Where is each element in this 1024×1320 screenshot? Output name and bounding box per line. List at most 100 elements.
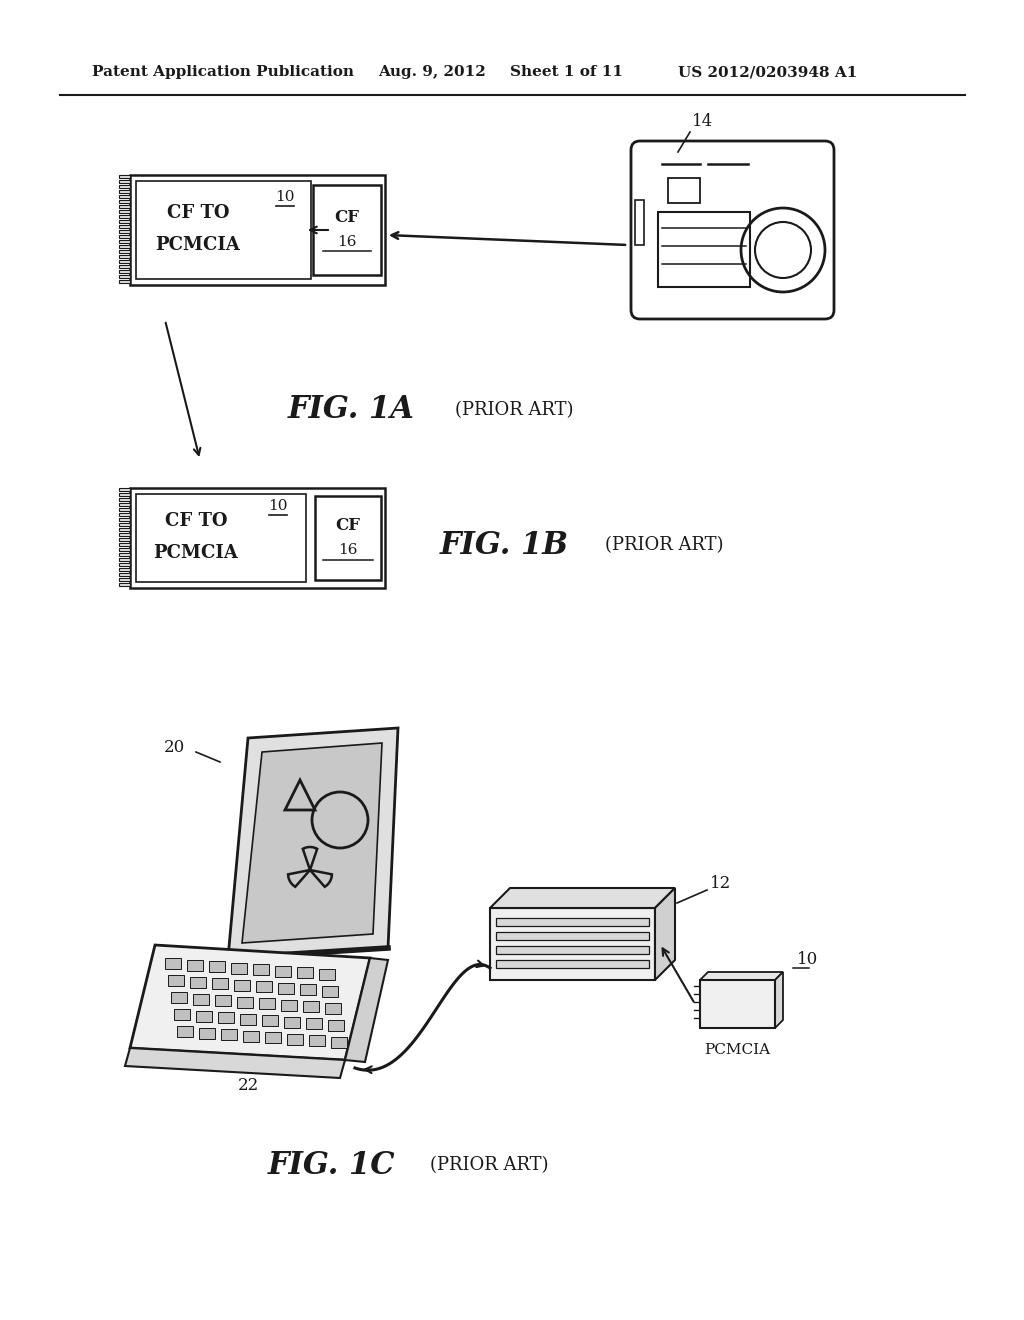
Bar	[119, 226, 130, 228]
Bar	[119, 176, 130, 178]
Bar	[496, 917, 649, 927]
Bar	[119, 499, 130, 500]
Bar	[119, 260, 130, 263]
Bar	[119, 564, 130, 566]
Text: Patent Application Publication: Patent Application Publication	[92, 65, 354, 79]
Bar	[119, 583, 130, 586]
Bar	[119, 220, 130, 223]
Bar	[331, 1036, 347, 1048]
Bar	[119, 539, 130, 541]
Bar	[297, 968, 313, 978]
Polygon shape	[228, 729, 398, 958]
Bar	[313, 185, 381, 275]
Text: 16: 16	[337, 235, 356, 249]
Bar	[262, 1015, 278, 1026]
Bar	[218, 1012, 234, 1023]
Text: 14: 14	[692, 114, 714, 131]
Bar	[119, 185, 130, 187]
Bar	[171, 993, 187, 1003]
Bar	[119, 240, 130, 243]
Bar	[658, 213, 750, 286]
Text: US 2012/0203948 A1: US 2012/0203948 A1	[678, 65, 857, 79]
Polygon shape	[775, 972, 783, 1028]
Bar	[119, 251, 130, 253]
Polygon shape	[490, 888, 675, 908]
Bar	[265, 1032, 281, 1043]
Text: PCMCIA: PCMCIA	[703, 1043, 770, 1057]
Bar	[284, 1016, 300, 1027]
Bar	[119, 503, 130, 506]
Bar	[300, 983, 316, 995]
Bar	[193, 994, 209, 1005]
Bar	[325, 1002, 341, 1014]
Bar	[322, 986, 338, 997]
Bar	[700, 979, 775, 1028]
Bar	[119, 195, 130, 198]
Bar	[253, 964, 269, 975]
Text: (PRIOR ART): (PRIOR ART)	[605, 536, 724, 554]
Text: (PRIOR ART): (PRIOR ART)	[455, 401, 573, 418]
Bar	[328, 1019, 344, 1031]
Text: 10: 10	[275, 190, 295, 205]
Bar	[119, 276, 130, 279]
Bar	[119, 280, 130, 282]
Text: FIG. 1A: FIG. 1A	[288, 395, 415, 425]
Bar	[309, 1035, 325, 1045]
Bar	[196, 1011, 212, 1022]
Bar	[119, 246, 130, 248]
Bar	[119, 231, 130, 232]
Bar	[119, 548, 130, 550]
Bar	[215, 995, 231, 1006]
Bar	[319, 969, 335, 979]
Bar	[209, 961, 225, 972]
Bar	[668, 178, 700, 203]
Text: FIG. 1B: FIG. 1B	[440, 529, 569, 561]
Bar	[187, 960, 203, 970]
Bar	[496, 932, 649, 940]
Bar	[119, 190, 130, 193]
Bar	[136, 494, 306, 582]
Bar	[130, 488, 385, 587]
Bar	[303, 1001, 319, 1012]
Text: CF TO: CF TO	[165, 512, 227, 531]
Text: Aug. 9, 2012: Aug. 9, 2012	[378, 65, 485, 79]
Bar	[119, 578, 130, 581]
Bar	[119, 206, 130, 209]
Bar	[119, 533, 130, 536]
Bar	[275, 965, 291, 977]
Text: Sheet 1 of 11: Sheet 1 of 11	[510, 65, 623, 79]
Bar	[119, 569, 130, 570]
Text: CF: CF	[335, 210, 359, 227]
Bar	[190, 977, 206, 987]
Bar	[119, 181, 130, 183]
Bar	[119, 553, 130, 556]
Bar	[496, 960, 649, 968]
Bar	[119, 508, 130, 511]
Bar	[119, 558, 130, 561]
Bar	[119, 265, 130, 268]
Bar	[168, 975, 184, 986]
Text: (PRIOR ART): (PRIOR ART)	[430, 1156, 549, 1173]
Bar	[119, 210, 130, 213]
Text: PCMCIA: PCMCIA	[154, 544, 239, 562]
Bar	[496, 946, 649, 954]
Bar	[256, 981, 272, 993]
Bar	[199, 1027, 215, 1039]
Bar	[281, 999, 297, 1011]
Bar	[287, 1034, 303, 1044]
Polygon shape	[345, 958, 388, 1063]
Text: 10: 10	[797, 952, 818, 969]
Bar	[221, 1030, 237, 1040]
Bar	[490, 908, 655, 979]
Bar	[237, 997, 253, 1007]
Bar	[212, 978, 228, 989]
Bar	[315, 496, 381, 579]
Text: PCMCIA: PCMCIA	[156, 236, 241, 253]
Bar	[231, 962, 247, 974]
Text: FIG. 1C: FIG. 1C	[268, 1150, 395, 1180]
Text: 22: 22	[238, 1077, 259, 1093]
Bar	[177, 1026, 193, 1038]
Bar	[119, 513, 130, 516]
Bar	[174, 1008, 190, 1020]
Bar	[119, 215, 130, 218]
